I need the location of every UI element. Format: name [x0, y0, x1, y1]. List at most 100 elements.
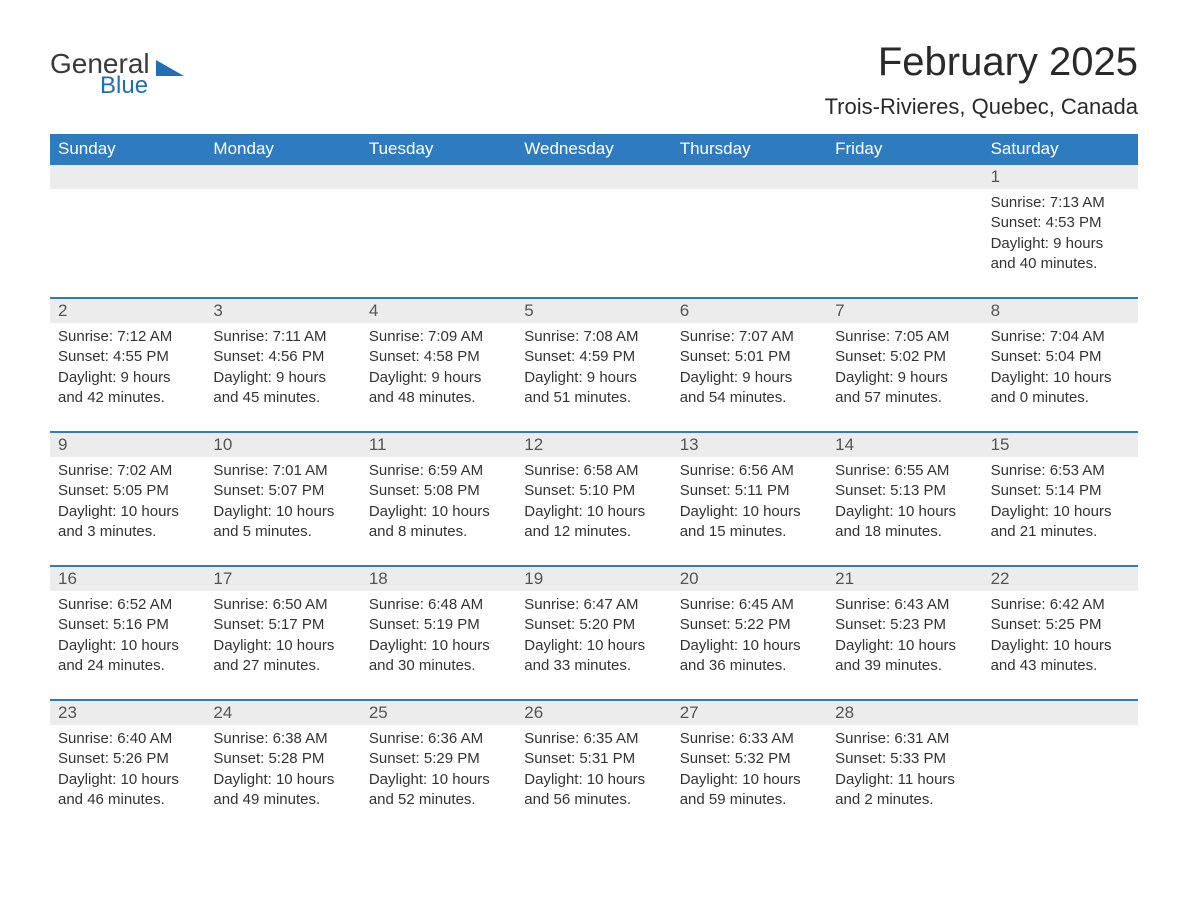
- sunset-line: Sunset: 5:28 PM: [213, 749, 352, 769]
- day-number: 4: [361, 299, 516, 323]
- day-number: 3: [205, 299, 360, 323]
- day-cell: Sunrise: 6:52 AMSunset: 5:16 PMDaylight:…: [50, 591, 205, 681]
- daylight-line: Daylight: 10 hours and 24 minutes.: [58, 636, 197, 677]
- sunrise-line: Sunrise: 6:45 AM: [680, 595, 819, 615]
- sunset-line: Sunset: 5:19 PM: [369, 615, 508, 635]
- sunrise-line: Sunrise: 6:52 AM: [58, 595, 197, 615]
- daylight-line: Daylight: 10 hours and 15 minutes.: [680, 502, 819, 543]
- day-number: 12: [516, 433, 671, 457]
- daylight-line: Daylight: 10 hours and 49 minutes.: [213, 770, 352, 811]
- day-number: 5: [516, 299, 671, 323]
- day-number: 26: [516, 701, 671, 725]
- day-cell: Sunrise: 6:53 AMSunset: 5:14 PMDaylight:…: [983, 457, 1138, 547]
- daylight-line: Daylight: 9 hours and 40 minutes.: [991, 234, 1130, 275]
- brand-logo: General Blue: [50, 50, 190, 98]
- day-number-strip: 1: [50, 165, 1138, 189]
- day-number: 21: [827, 567, 982, 591]
- sunrise-line: Sunrise: 6:33 AM: [680, 729, 819, 749]
- daylight-line: Daylight: 10 hours and 3 minutes.: [58, 502, 197, 543]
- sunset-line: Sunset: 5:17 PM: [213, 615, 352, 635]
- sunset-line: Sunset: 5:07 PM: [213, 481, 352, 501]
- sunrise-line: Sunrise: 7:07 AM: [680, 327, 819, 347]
- day-number: 8: [983, 299, 1138, 323]
- dow-cell: Tuesday: [361, 134, 516, 165]
- day-cell: Sunrise: 7:11 AMSunset: 4:56 PMDaylight:…: [205, 323, 360, 413]
- day-number: 2: [50, 299, 205, 323]
- sunrise-line: Sunrise: 6:47 AM: [524, 595, 663, 615]
- calendar-grid: SundayMondayTuesdayWednesdayThursdayFrid…: [50, 134, 1138, 815]
- week-row: 16171819202122Sunrise: 6:52 AMSunset: 5:…: [50, 565, 1138, 681]
- day-number: 18: [361, 567, 516, 591]
- day-number: 11: [361, 433, 516, 457]
- day-cell: Sunrise: 6:33 AMSunset: 5:32 PMDaylight:…: [672, 725, 827, 815]
- sunset-line: Sunset: 4:55 PM: [58, 347, 197, 367]
- daylight-line: Daylight: 10 hours and 59 minutes.: [680, 770, 819, 811]
- day-number: 14: [827, 433, 982, 457]
- day-cell: Sunrise: 6:42 AMSunset: 5:25 PMDaylight:…: [983, 591, 1138, 681]
- day-number: 13: [672, 433, 827, 457]
- day-cell: [516, 189, 671, 279]
- day-cell: Sunrise: 6:56 AMSunset: 5:11 PMDaylight:…: [672, 457, 827, 547]
- day-cell: Sunrise: 7:01 AMSunset: 5:07 PMDaylight:…: [205, 457, 360, 547]
- sunrise-line: Sunrise: 6:56 AM: [680, 461, 819, 481]
- daylight-line: Daylight: 9 hours and 57 minutes.: [835, 368, 974, 409]
- day-number: 17: [205, 567, 360, 591]
- day-cell: Sunrise: 6:31 AMSunset: 5:33 PMDaylight:…: [827, 725, 982, 815]
- day-number: 27: [672, 701, 827, 725]
- sunset-line: Sunset: 5:33 PM: [835, 749, 974, 769]
- day-cell: Sunrise: 6:50 AMSunset: 5:17 PMDaylight:…: [205, 591, 360, 681]
- sunrise-line: Sunrise: 6:36 AM: [369, 729, 508, 749]
- sunset-line: Sunset: 5:10 PM: [524, 481, 663, 501]
- daylight-line: Daylight: 10 hours and 46 minutes.: [58, 770, 197, 811]
- week-row: 2345678Sunrise: 7:12 AMSunset: 4:55 PMDa…: [50, 297, 1138, 413]
- daylight-line: Daylight: 10 hours and 30 minutes.: [369, 636, 508, 677]
- week-row: 9101112131415Sunrise: 7:02 AMSunset: 5:0…: [50, 431, 1138, 547]
- day-number: 9: [50, 433, 205, 457]
- day-cell: Sunrise: 6:59 AMSunset: 5:08 PMDaylight:…: [361, 457, 516, 547]
- daylight-line: Daylight: 10 hours and 18 minutes.: [835, 502, 974, 543]
- sunset-line: Sunset: 5:04 PM: [991, 347, 1130, 367]
- daylight-line: Daylight: 9 hours and 51 minutes.: [524, 368, 663, 409]
- day-body-row: Sunrise: 6:40 AMSunset: 5:26 PMDaylight:…: [50, 725, 1138, 815]
- sunrise-line: Sunrise: 7:05 AM: [835, 327, 974, 347]
- day-body-row: Sunrise: 6:52 AMSunset: 5:16 PMDaylight:…: [50, 591, 1138, 681]
- daylight-line: Daylight: 10 hours and 12 minutes.: [524, 502, 663, 543]
- daylight-line: Daylight: 9 hours and 48 minutes.: [369, 368, 508, 409]
- day-number: 16: [50, 567, 205, 591]
- day-cell: Sunrise: 7:09 AMSunset: 4:58 PMDaylight:…: [361, 323, 516, 413]
- sunset-line: Sunset: 4:53 PM: [991, 213, 1130, 233]
- day-body-row: Sunrise: 7:13 AMSunset: 4:53 PMDaylight:…: [50, 189, 1138, 279]
- day-number-strip: 16171819202122: [50, 567, 1138, 591]
- dow-cell: Saturday: [983, 134, 1138, 165]
- day-cell: Sunrise: 6:36 AMSunset: 5:29 PMDaylight:…: [361, 725, 516, 815]
- day-number: [361, 165, 516, 189]
- day-number-strip: 9101112131415: [50, 433, 1138, 457]
- day-body-row: Sunrise: 7:02 AMSunset: 5:05 PMDaylight:…: [50, 457, 1138, 547]
- day-number: 6: [672, 299, 827, 323]
- sunset-line: Sunset: 5:29 PM: [369, 749, 508, 769]
- sunset-line: Sunset: 5:26 PM: [58, 749, 197, 769]
- day-cell: Sunrise: 6:40 AMSunset: 5:26 PMDaylight:…: [50, 725, 205, 815]
- day-cell: Sunrise: 7:08 AMSunset: 4:59 PMDaylight:…: [516, 323, 671, 413]
- sunrise-line: Sunrise: 6:53 AM: [991, 461, 1130, 481]
- day-cell: Sunrise: 7:12 AMSunset: 4:55 PMDaylight:…: [50, 323, 205, 413]
- sunrise-line: Sunrise: 7:12 AM: [58, 327, 197, 347]
- day-cell: Sunrise: 6:43 AMSunset: 5:23 PMDaylight:…: [827, 591, 982, 681]
- sunrise-line: Sunrise: 7:08 AM: [524, 327, 663, 347]
- daylight-line: Daylight: 10 hours and 43 minutes.: [991, 636, 1130, 677]
- dow-cell: Friday: [827, 134, 982, 165]
- day-cell: Sunrise: 7:13 AMSunset: 4:53 PMDaylight:…: [983, 189, 1138, 279]
- day-number: 23: [50, 701, 205, 725]
- brand-text: General Blue: [50, 50, 150, 98]
- sunrise-line: Sunrise: 7:11 AM: [213, 327, 352, 347]
- sunset-line: Sunset: 4:59 PM: [524, 347, 663, 367]
- dow-cell: Wednesday: [516, 134, 671, 165]
- sunset-line: Sunset: 4:58 PM: [369, 347, 508, 367]
- sunrise-line: Sunrise: 6:58 AM: [524, 461, 663, 481]
- daylight-line: Daylight: 9 hours and 45 minutes.: [213, 368, 352, 409]
- day-number: [672, 165, 827, 189]
- day-number: 28: [827, 701, 982, 725]
- sunset-line: Sunset: 5:14 PM: [991, 481, 1130, 501]
- sunset-line: Sunset: 5:20 PM: [524, 615, 663, 635]
- day-number-strip: 232425262728: [50, 701, 1138, 725]
